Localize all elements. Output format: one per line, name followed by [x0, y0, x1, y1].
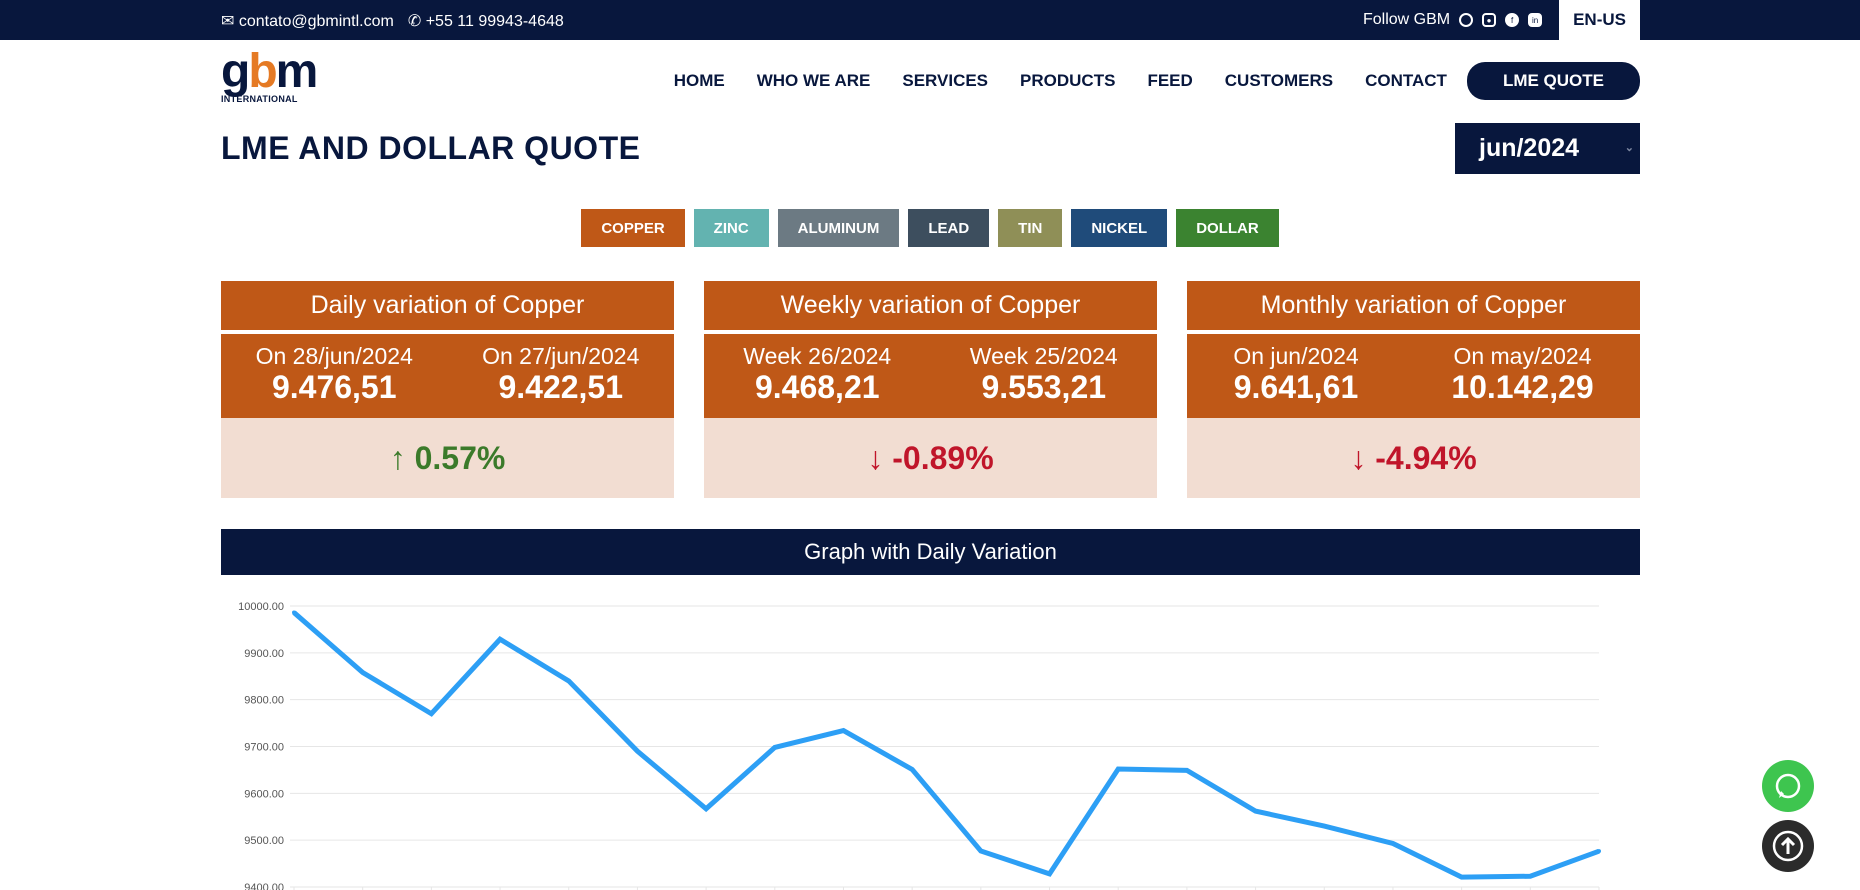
main-nav: HOME WHO WE ARE SERVICES PRODUCTS FEED C…: [674, 62, 1640, 100]
logo-subtitle: INTERNATIONAL: [221, 94, 298, 104]
card-title: Monthly variation of Copper: [1187, 281, 1640, 330]
y-tick-label: 9900.00: [244, 648, 284, 660]
current-value: 9.476,51: [271, 369, 397, 405]
metal-tab-aluminum[interactable]: ALUMINUM: [777, 209, 900, 247]
chevron-down-icon: ⌄: [1624, 142, 1634, 154]
nav-customers[interactable]: CUSTOMERS: [1224, 71, 1334, 90]
metal-tab-dollar[interactable]: DOLLAR: [1176, 209, 1279, 247]
y-tick-label: 9700.00: [244, 742, 284, 754]
email-text: contato@gbmintl.com: [238, 13, 394, 30]
variation-percent: ↓ -4.94%: [1187, 418, 1640, 498]
card-title: Weekly variation of Copper: [704, 281, 1157, 330]
previous-value: 9.422,51: [498, 369, 624, 405]
data-point[interactable]: [978, 848, 983, 853]
metal-tab-zinc[interactable]: ZINC: [693, 209, 769, 247]
card-values: Week 26/2024 9.468,21 Week 25/2024 9.553,2…: [704, 334, 1157, 418]
previous-label: Week 25/2024: [969, 343, 1118, 369]
card-title: Daily variation of Copper: [221, 281, 674, 330]
data-point[interactable]: [1322, 824, 1327, 829]
data-point[interactable]: [910, 767, 915, 772]
previous-value: 10.142,29: [1451, 369, 1594, 405]
y-tick-label: 9400.00: [244, 882, 284, 890]
whatsapp-icon[interactable]: [1459, 13, 1474, 27]
series-line: [292, 610, 1600, 880]
follow-label: Follow GBM: [1362, 11, 1451, 28]
whatsapp-icon: [1775, 773, 1801, 799]
variation-card: Monthly variation of Copper On jun/2024 9…: [1187, 281, 1640, 498]
variation-cards: Daily variation of Copper On 28/jun/2024…: [221, 281, 1640, 498]
daily-variation-chart: 10000.00 9900.00 9800.00 9700.00 9600.00 9500…: [238, 601, 1601, 890]
data-point[interactable]: [841, 728, 846, 733]
top-bar: ✉ contato@gbmintl.com ✆ +55 11 99943-464…: [0, 0, 1860, 40]
data-point[interactable]: [292, 610, 296, 615]
data-point[interactable]: [1597, 849, 1601, 854]
previous-value: 9.553,21: [981, 369, 1107, 405]
facebook-icon[interactable]: f: [1505, 13, 1520, 27]
card-values: On jun/2024 9.641,61 On may/2024 10.142,29: [1187, 334, 1640, 418]
variation-card: Weekly variation of Copper Week 26/2024 9…: [704, 281, 1157, 498]
whatsapp-float-button[interactable]: [1762, 760, 1814, 812]
metal-tab-nickel[interactable]: NICKEL: [1071, 209, 1168, 247]
nav-services[interactable]: SERVICES: [902, 71, 989, 90]
metal-tab-copper[interactable]: COPPER: [581, 209, 685, 247]
data-point[interactable]: [1253, 809, 1258, 814]
linkedin-icon[interactable]: in: [1528, 13, 1543, 27]
current-value: 9.468,21: [754, 369, 880, 405]
current-value: 9.641,61: [1233, 369, 1359, 405]
graph-header: Graph with Daily Variation: [221, 529, 1640, 575]
previous-label: On 27/jun/2024: [482, 343, 640, 369]
language-selector[interactable]: EN-US: [1559, 0, 1640, 40]
variation-percent: ↓ -0.89%: [704, 418, 1157, 498]
logo[interactable]: gbm INTERNATIONAL: [221, 48, 319, 105]
data-point[interactable]: [772, 745, 777, 750]
scroll-top-button[interactable]: [1762, 820, 1814, 872]
page-title: LME AND DOLLAR QUOTE: [221, 130, 641, 166]
nav-feed[interactable]: FEED: [1147, 71, 1193, 90]
nav-home[interactable]: HOME: [673, 71, 725, 90]
data-point[interactable]: [1528, 874, 1533, 879]
y-tick-label: 9600.00: [244, 788, 284, 800]
y-tick-label: 9800.00: [244, 695, 284, 707]
month-select-value: jun/2024: [1479, 134, 1580, 162]
metal-tabs: COPPER ZINC ALUMINUM LEAD TIN NICKEL DOLLAR: [0, 209, 1860, 247]
phone-link[interactable]: ✆ +55 11 99943-4648: [407, 13, 564, 30]
y-tick-label: 10000.00: [238, 601, 284, 613]
current-label: On 28/jun/2024: [255, 343, 413, 369]
email-link[interactable]: ✉ contato@gbmintl.com: [221, 13, 394, 30]
data-point[interactable]: [704, 806, 709, 811]
variation-card: Daily variation of Copper On 28/jun/2024…: [221, 281, 674, 498]
month-select[interactable]: jun/2024 ⌄: [1455, 123, 1640, 174]
data-point[interactable]: [360, 670, 365, 675]
card-values: On 28/jun/2024 9.476,51 On 27/jun/2024 9.4…: [221, 334, 674, 418]
metal-tab-lead[interactable]: LEAD: [908, 209, 990, 247]
lme-quote-button[interactable]: LME QUOTE: [1466, 62, 1640, 100]
data-point[interactable]: [1390, 841, 1395, 846]
nav-contact[interactable]: CONTACT: [1365, 71, 1447, 90]
data-point[interactable]: [635, 749, 640, 754]
data-point[interactable]: [1116, 766, 1121, 771]
nav-products[interactable]: PRODUCTS: [1020, 71, 1116, 90]
instagram-icon[interactable]: ●: [1482, 13, 1497, 27]
y-tick-label: 9500.00: [244, 835, 284, 847]
previous-label: On may/2024: [1453, 343, 1592, 369]
data-point[interactable]: [429, 711, 434, 716]
arrow-up-icon: [1772, 830, 1804, 862]
current-label: On jun/2024: [1233, 343, 1359, 369]
current-label: Week 26/2024: [743, 343, 892, 369]
nav-who-we-are[interactable]: WHO WE ARE: [756, 71, 871, 90]
variation-percent: ↑ 0.57%: [221, 418, 674, 498]
data-point[interactable]: [498, 637, 503, 642]
data-point[interactable]: [1459, 875, 1464, 880]
data-point[interactable]: [1184, 768, 1189, 773]
data-point[interactable]: [1047, 871, 1052, 876]
data-point[interactable]: [566, 678, 571, 683]
metal-tab-tin[interactable]: TIN: [998, 209, 1063, 247]
phone-text: +55 11 99943-4648: [425, 13, 564, 30]
